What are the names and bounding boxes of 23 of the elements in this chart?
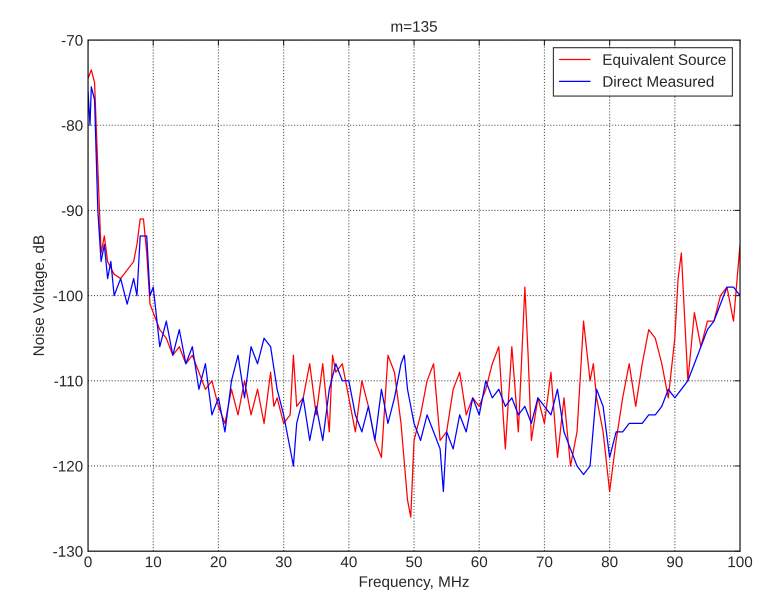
- x-tick-label: 30: [276, 556, 292, 568]
- legend-label: Direct Measured: [604, 76, 714, 87]
- y-tick-label: -130: [53, 546, 83, 557]
- x-tick-label: 100: [728, 556, 752, 568]
- chart-title: m=135: [391, 21, 437, 32]
- x-tick-label: 60: [472, 556, 488, 568]
- x-tick-label: 0: [84, 556, 92, 568]
- x-tick-label: 80: [602, 556, 618, 568]
- x-tick-label: 70: [536, 556, 552, 568]
- x-tick-label: 90: [667, 556, 683, 568]
- y-tick-label: -80: [62, 120, 83, 131]
- y-tick-label: -90: [62, 205, 83, 216]
- x-tick-label: 40: [340, 556, 357, 568]
- y-axis-title: Noise Voltage, dB: [32, 236, 48, 356]
- legend-label: Equivalent Source: [604, 54, 726, 68]
- y-tick-label: -70: [62, 34, 83, 46]
- x-tick-label: 20: [210, 556, 226, 568]
- x-tick-label: 10: [146, 556, 162, 568]
- y-tick-label: -120: [53, 460, 83, 472]
- x-axis-title: Frequency, MHz: [360, 576, 469, 590]
- x-tick-label: 50: [406, 556, 422, 568]
- y-tick-label: -110: [54, 376, 83, 386]
- y-tick-label: -100: [53, 290, 83, 302]
